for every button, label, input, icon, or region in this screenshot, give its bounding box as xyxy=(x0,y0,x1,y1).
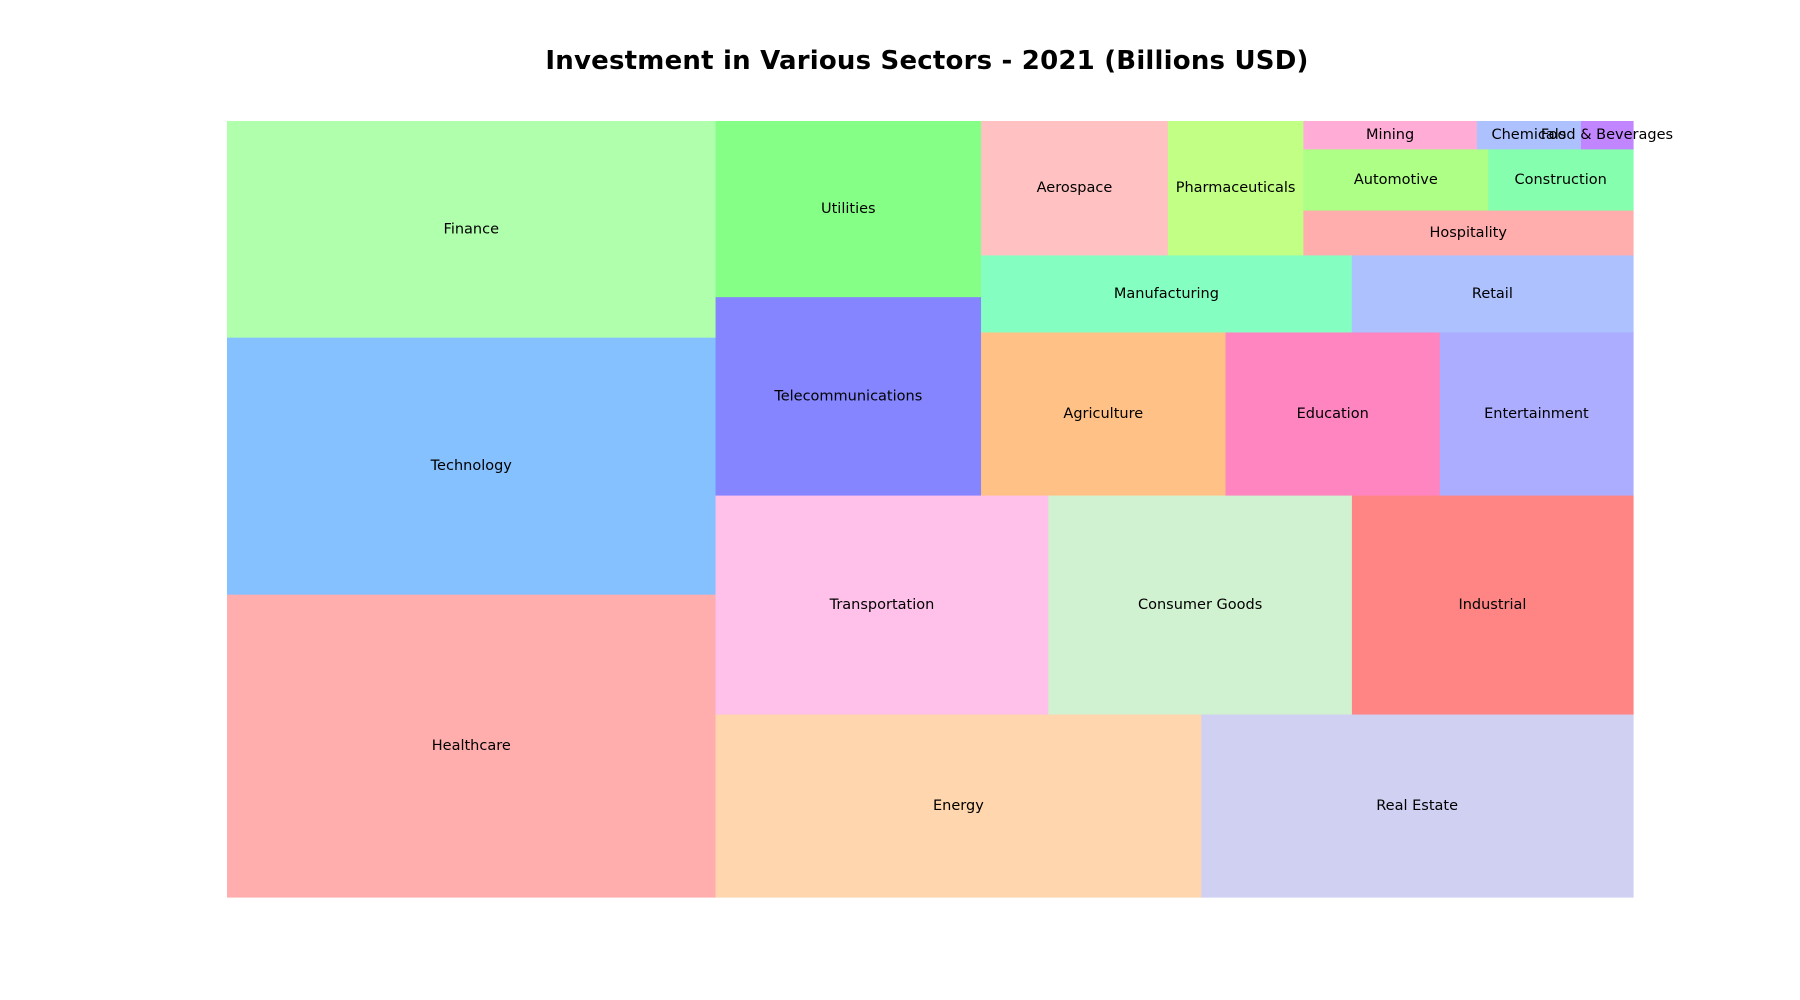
tile-label-consumer-goods: Consumer Goods xyxy=(1138,597,1262,613)
tile-utilities xyxy=(715,121,982,298)
tile-real-estate xyxy=(1201,714,1634,898)
tile-consumer-goods xyxy=(1048,495,1353,716)
tile-industrial xyxy=(1351,495,1634,716)
tile-manufacturing xyxy=(981,255,1353,334)
tile-label-construction: Construction xyxy=(1514,172,1606,188)
tile-retail xyxy=(1351,255,1634,334)
tile-label-telecommunications: Telecommunications xyxy=(773,388,922,404)
tile-label-industrial: Industrial xyxy=(1458,597,1526,613)
tile-label-pharmaceuticals: Pharmaceuticals xyxy=(1176,180,1296,196)
tile-hospitality xyxy=(1303,210,1634,257)
tile-label-entertainment: Entertainment xyxy=(1484,406,1589,422)
chart-title: Investment in Various Sectors - 2021 (Bi… xyxy=(545,46,1309,76)
tile-pharmaceuticals xyxy=(1167,121,1304,257)
tile-label-transportation: Transportation xyxy=(829,597,935,613)
tile-automotive xyxy=(1303,149,1489,212)
tile-food-and-beverages xyxy=(1580,121,1634,150)
tile-label-food-and-beverages: Food & Beverages xyxy=(1541,127,1673,143)
tile-label-real-estate: Real Estate xyxy=(1376,798,1458,814)
tile-telecommunications xyxy=(715,297,982,497)
tile-label-mining: Mining xyxy=(1366,127,1414,143)
tile-label-hospitality: Hospitality xyxy=(1429,225,1507,241)
tile-construction xyxy=(1488,149,1634,212)
tile-label-manufacturing: Manufacturing xyxy=(1114,286,1219,302)
tile-transportation xyxy=(715,495,1049,716)
tile-label-utilities: Utilities xyxy=(821,201,876,217)
tile-label-healthcare: Healthcare xyxy=(432,738,511,754)
tile-label-technology: Technology xyxy=(430,458,513,474)
tile-label-finance: Finance xyxy=(444,221,500,237)
tile-label-aerospace: Aerospace xyxy=(1037,180,1113,196)
tile-label-agriculture: Agriculture xyxy=(1063,406,1143,422)
tile-education xyxy=(1225,332,1441,497)
tile-entertainment xyxy=(1439,332,1634,497)
tile-aerospace xyxy=(981,121,1169,257)
tile-label-energy: Energy xyxy=(933,798,984,814)
tile-label-automotive: Automotive xyxy=(1354,172,1438,188)
tile-energy xyxy=(715,714,1202,898)
tile-label-retail: Retail xyxy=(1472,286,1513,302)
tile-mining xyxy=(1303,121,1478,150)
tile-finance xyxy=(227,121,717,339)
tile-healthcare xyxy=(227,594,717,898)
tile-technology xyxy=(227,337,717,596)
tile-agriculture xyxy=(981,332,1227,497)
tile-label-education: Education xyxy=(1297,406,1369,422)
tile-chemicals xyxy=(1476,121,1582,150)
tile-label-chemicals: Chemicals xyxy=(1491,127,1566,143)
